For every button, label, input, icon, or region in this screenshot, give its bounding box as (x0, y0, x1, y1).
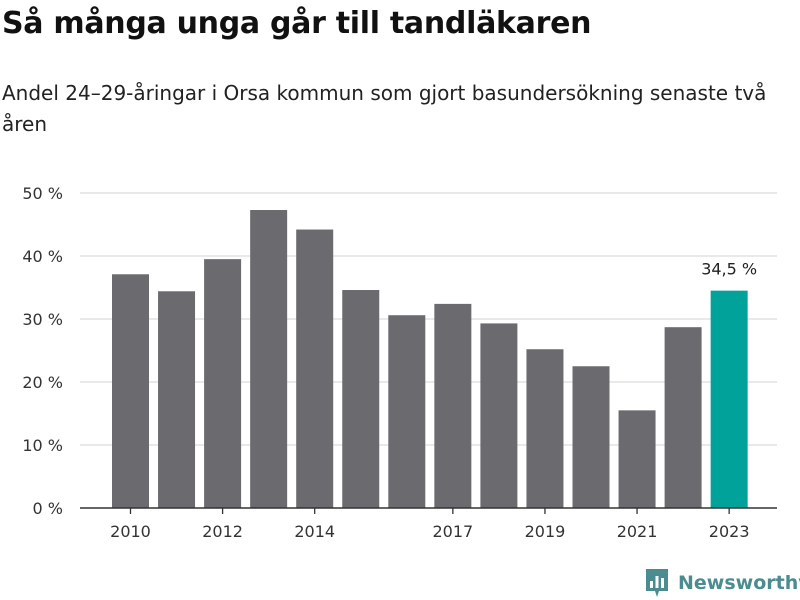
bar-2014 (296, 229, 334, 509)
y-tick-label: 0 % (33, 499, 63, 518)
bar-2023 (710, 290, 748, 508)
bar-2012 (204, 259, 242, 508)
data-labels: 34,5 % (701, 260, 757, 279)
y-tick-label: 30 % (22, 310, 63, 329)
x-tick-label: 2014 (294, 522, 335, 541)
bar-2013 (250, 210, 288, 508)
bar-2020 (572, 366, 610, 508)
gridlines (80, 192, 777, 446)
x-tick-label: 2017 (432, 522, 473, 541)
bar-2010 (112, 274, 149, 508)
y-tick-label: 20 % (22, 373, 63, 392)
x-tick-label: 2012 (202, 522, 243, 541)
brand-logo[interactable]: Newsworthy (644, 567, 800, 599)
bar-2017 (434, 303, 472, 508)
bar-2016 (388, 315, 426, 508)
x-tick-label: 2019 (525, 522, 566, 541)
bar-2011 (158, 291, 196, 508)
bar-2015 (342, 290, 380, 508)
bar-2018 (480, 323, 518, 508)
x-tick-label: 2021 (617, 522, 658, 541)
bar-2021 (618, 410, 656, 508)
chart-title: Så många unga går till tandläkaren (2, 6, 592, 41)
data-label-2023: 34,5 % (701, 260, 757, 279)
chart-subtitle: Andel 24–29-åringar i Orsa kommun som gj… (2, 81, 767, 136)
bars (112, 210, 748, 509)
y-tick-label: 40 % (22, 247, 63, 266)
bar-2022 (664, 327, 702, 508)
y-tick-label: 10 % (22, 436, 63, 455)
x-tick-label: 2023 (709, 522, 750, 541)
newsworthy-logo-icon (646, 569, 668, 597)
x-tick-label: 2010 (110, 522, 151, 541)
x-axis-ticks: 2010 2012 2014 2017 2019 2021 2023 (110, 508, 750, 541)
brand-name: Newsworthy (678, 572, 800, 594)
bar-chart: 0 % 10 % 20 % 30 % 40 % 50 % 2010 2012 2014 2017… (22, 184, 777, 541)
bar-2019 (526, 349, 564, 508)
y-tick-label: 50 % (22, 184, 63, 203)
y-axis-ticks: 0 % 10 % 20 % 30 % 40 % 50 % (22, 184, 63, 518)
